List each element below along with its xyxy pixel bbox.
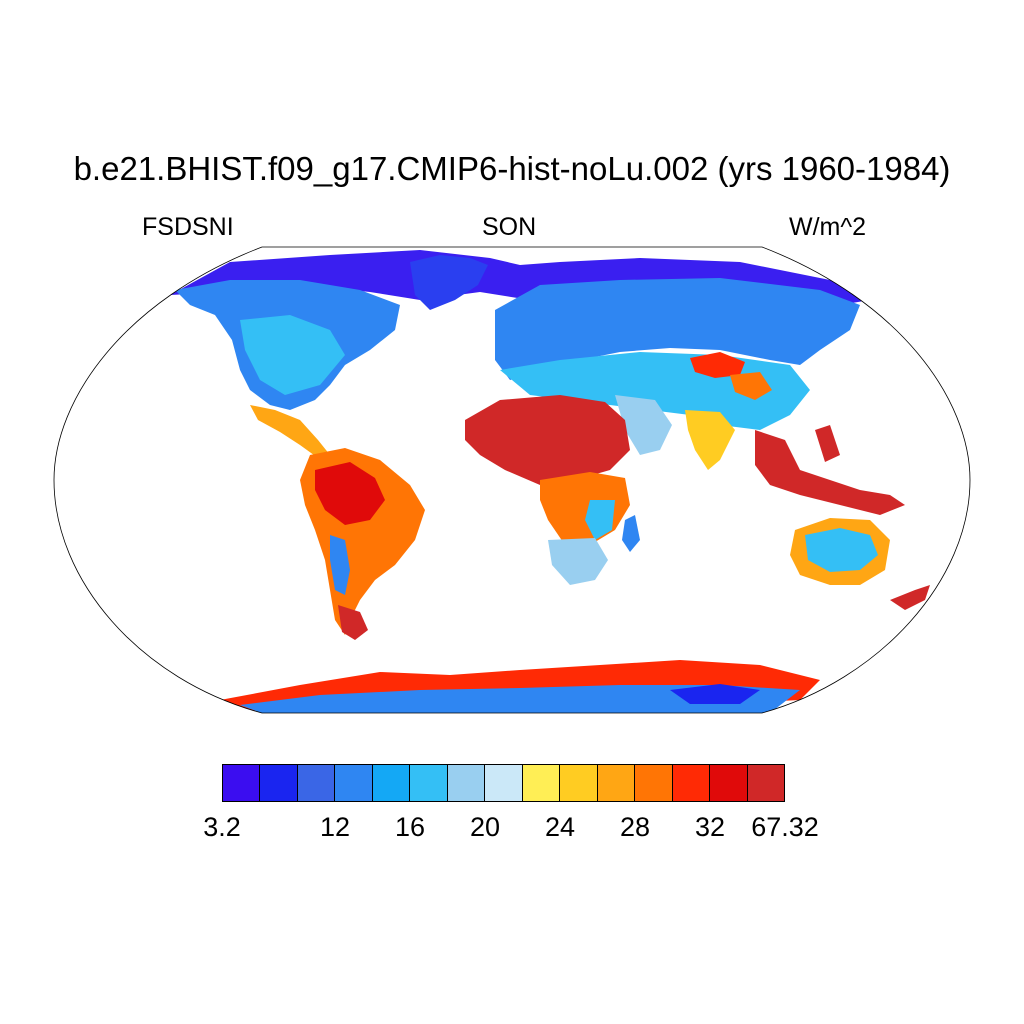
plot-title: b.e21.BHIST.f09_g17.CMIP6-hist-noLu.002 … xyxy=(73,150,951,187)
arabia xyxy=(615,395,672,455)
patagonia xyxy=(338,605,368,640)
southeast-asia xyxy=(755,430,905,515)
colorbar-swatch xyxy=(410,765,448,801)
africa-south xyxy=(548,538,608,585)
colorbar-tick-label: 3.2 xyxy=(203,812,241,842)
africa-central xyxy=(540,472,630,545)
colorbar-swatch xyxy=(447,765,486,801)
africa-east xyxy=(585,500,615,540)
colorbar-tick-label: 32 xyxy=(694,812,726,842)
colorbar-swatch xyxy=(710,765,748,801)
amazon-core xyxy=(315,462,385,525)
colorbar-swatch xyxy=(635,765,673,801)
north-america-inner xyxy=(240,315,345,395)
madagascar xyxy=(622,515,640,552)
colorbar-swatch xyxy=(260,765,298,801)
colorbar-swatch xyxy=(597,765,636,801)
antarctica-interior xyxy=(240,685,800,713)
new-zealand xyxy=(890,585,930,610)
greenland xyxy=(410,255,488,310)
colorbar-swatch xyxy=(223,765,261,801)
colorbar-tick-label: 67.32 xyxy=(751,812,819,842)
antarctica-dome xyxy=(670,684,760,704)
colorbar-swatch xyxy=(747,765,785,801)
colorbar-swatch xyxy=(560,765,598,801)
units-label: W/m^2 xyxy=(789,213,867,241)
andes-strip xyxy=(330,535,350,595)
philippines xyxy=(815,425,840,462)
africa-sahara xyxy=(465,395,630,485)
tibet-hotspot xyxy=(690,352,745,378)
colorbar xyxy=(222,764,785,802)
colorbar-swatch xyxy=(485,765,523,801)
mongolia-hotspot xyxy=(730,372,772,400)
colorbar-swatch xyxy=(297,765,336,801)
colorbar-swatch xyxy=(672,765,711,801)
colorbar-swatch xyxy=(522,765,561,801)
india xyxy=(685,410,735,470)
australia-interior xyxy=(805,528,878,572)
eurasia-north xyxy=(495,278,860,380)
colorbar-tick-label: 24 xyxy=(544,812,576,842)
colorbar-swatch xyxy=(335,765,373,801)
central-america xyxy=(250,405,330,458)
globe-outline xyxy=(53,246,971,714)
colorbar-tick-label: 28 xyxy=(619,812,651,842)
variable-label: FSDSNI xyxy=(142,213,234,241)
colorbar-tick-label: 12 xyxy=(319,812,351,842)
colorbar-tick-label: 20 xyxy=(469,812,501,842)
season-label: SON xyxy=(482,213,537,241)
colorbar-swatch xyxy=(372,765,411,801)
colorbar-tick-label: 16 xyxy=(394,812,426,842)
